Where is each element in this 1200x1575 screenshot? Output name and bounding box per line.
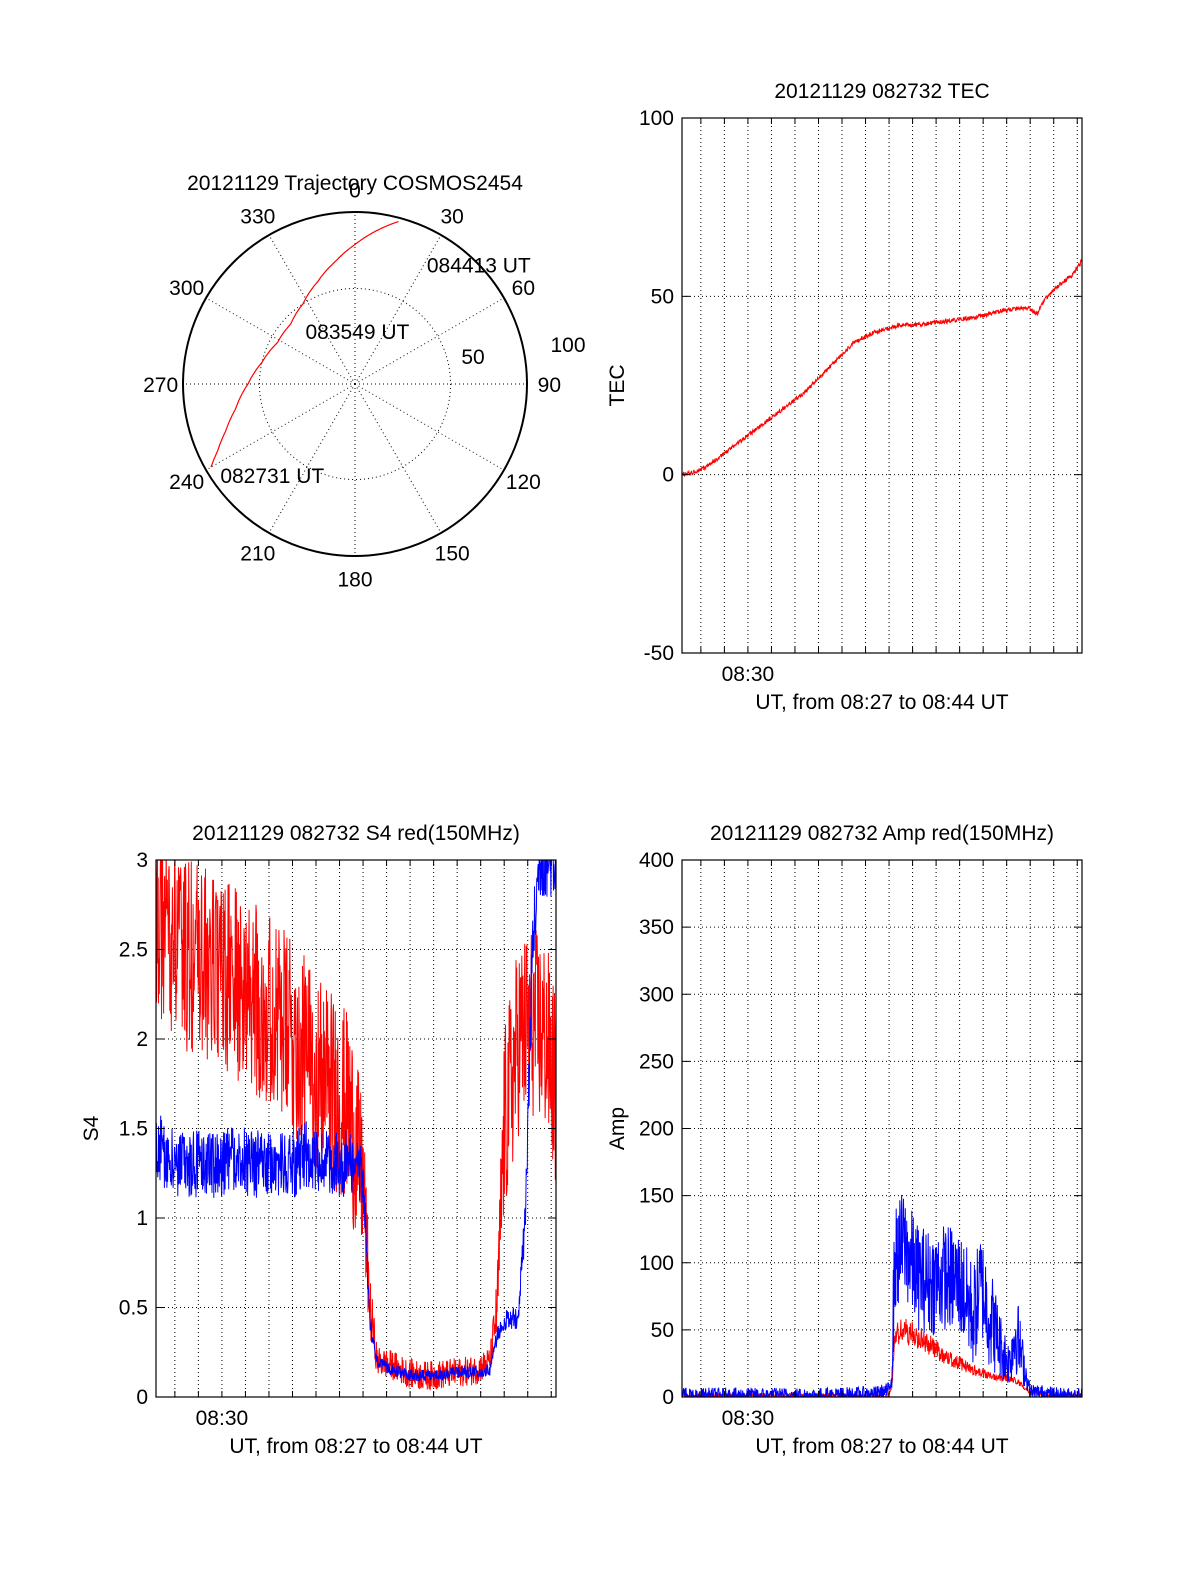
azimuth-label: 330 xyxy=(240,206,275,229)
y-tick-label: 100 xyxy=(639,107,674,130)
azimuth-label: 150 xyxy=(435,542,470,565)
x-axis-label: UT, from 08:27 to 08:44 UT xyxy=(229,1435,482,1458)
azimuth-label: 30 xyxy=(441,206,464,229)
y-tick-label: 2 xyxy=(136,1028,148,1051)
y-tick-label: 1.5 xyxy=(119,1118,148,1141)
azimuth-label: 180 xyxy=(337,568,372,591)
y-tick-label: 100 xyxy=(639,1252,674,1275)
range-ring xyxy=(258,287,452,481)
chart-title: 20121129 Trajectory COSMOS2454 xyxy=(187,172,523,195)
azimuth-label: 0 xyxy=(349,180,361,203)
x-axis-label: UT, from 08:27 to 08:44 UT xyxy=(755,691,1008,714)
chart-tec: -50 0 50 100 08:30 20121129 082732 TEC UT, fro… xyxy=(606,80,1083,714)
azimuth-spoke xyxy=(354,234,442,385)
y-tick-label: 0 xyxy=(136,1386,148,1409)
azimuth-spoke xyxy=(354,383,505,471)
y-tick-label: 200 xyxy=(639,1118,674,1141)
azimuth-spoke xyxy=(268,383,356,534)
chart-title: 20121129 082732 S4 red(150MHz) xyxy=(192,822,520,845)
azimuth-spoke xyxy=(268,234,356,385)
horizon-ring xyxy=(182,211,528,557)
azimuth-label: 60 xyxy=(512,277,535,300)
x-tick-label: 08:30 xyxy=(196,1407,249,1430)
azimuth-label: 90 xyxy=(538,374,561,397)
y-tick-label: 0 xyxy=(662,1386,674,1409)
series-line-2 xyxy=(156,860,556,1382)
chart-trajectory: 0 30 60 90 120 150 180 210 240 270 300 330 50 100 0827… xyxy=(143,172,585,591)
y-tick-label: 300 xyxy=(639,983,674,1006)
chart-s4: 0 0.5 1 1.5 2 2.5 3 08:30 20121129 082732 S4 red… xyxy=(80,822,557,1458)
chart-title: 20121129 082732 Amp red(150MHz) xyxy=(710,822,1054,845)
radius-label: 50 xyxy=(461,346,484,369)
y-tick-label: 250 xyxy=(639,1050,674,1073)
y-tick-label: 0 xyxy=(662,464,674,487)
plot-frame xyxy=(681,117,1083,654)
chart-title: 20121129 082732 TEC xyxy=(774,80,989,103)
y-tick-label: 400 xyxy=(639,849,674,872)
radius-label: 100 xyxy=(550,334,585,357)
series-line-1 xyxy=(156,860,556,1391)
azimuth-label: 300 xyxy=(169,277,204,300)
azimuth-spoke xyxy=(354,383,442,534)
x-tick-label: 08:30 xyxy=(722,1407,775,1430)
satellite-track xyxy=(210,221,399,468)
y-tick-label: 50 xyxy=(651,1319,674,1342)
time-annotation: 084413 UT xyxy=(427,254,531,277)
series-line-2 xyxy=(682,1194,1082,1397)
y-axis-label: S4 xyxy=(80,1115,103,1141)
y-axis-label: Amp xyxy=(606,1107,629,1150)
azimuth-label: 120 xyxy=(506,471,541,494)
azimuth-spoke xyxy=(205,383,356,471)
azimuth-spoke xyxy=(205,297,356,385)
y-tick-label: 150 xyxy=(639,1185,674,1208)
time-annotation: 083549 UT xyxy=(305,321,409,344)
azimuth-label: 240 xyxy=(169,471,204,494)
y-tick-label: 2.5 xyxy=(119,939,148,962)
y-tick-label: -50 xyxy=(644,642,674,665)
y-tick-label: 350 xyxy=(639,916,674,939)
azimuth-label: 210 xyxy=(240,542,275,565)
y-tick-label: 0.5 xyxy=(119,1297,148,1320)
x-tick-label: 08:30 xyxy=(722,663,775,686)
y-tick-label: 1 xyxy=(136,1207,148,1230)
chart-amp: 0 50 100 150 200 250 300 350 400 08:30 20121129 08… xyxy=(606,822,1083,1458)
y-axis-label: TEC xyxy=(606,365,629,407)
x-axis-label: UT, from 08:27 to 08:44 UT xyxy=(755,1435,1008,1458)
azimuth-spoke xyxy=(354,297,505,385)
azimuth-label: 270 xyxy=(143,374,178,397)
series-line-1 xyxy=(682,258,1082,478)
y-tick-label: 3 xyxy=(136,849,148,872)
time-annotation: 082731 UT xyxy=(220,465,324,488)
y-tick-label: 50 xyxy=(651,285,674,308)
